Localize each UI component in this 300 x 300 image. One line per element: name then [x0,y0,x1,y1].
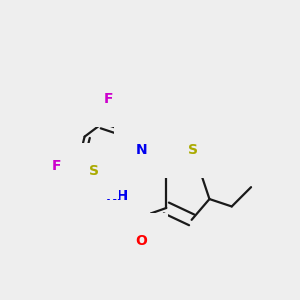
Text: S: S [88,164,98,178]
Text: S: S [188,143,198,157]
Text: N: N [135,143,147,157]
Text: NH: NH [106,189,129,203]
Text: O: O [135,234,147,248]
Text: F: F [103,92,113,106]
Text: F: F [52,159,61,173]
